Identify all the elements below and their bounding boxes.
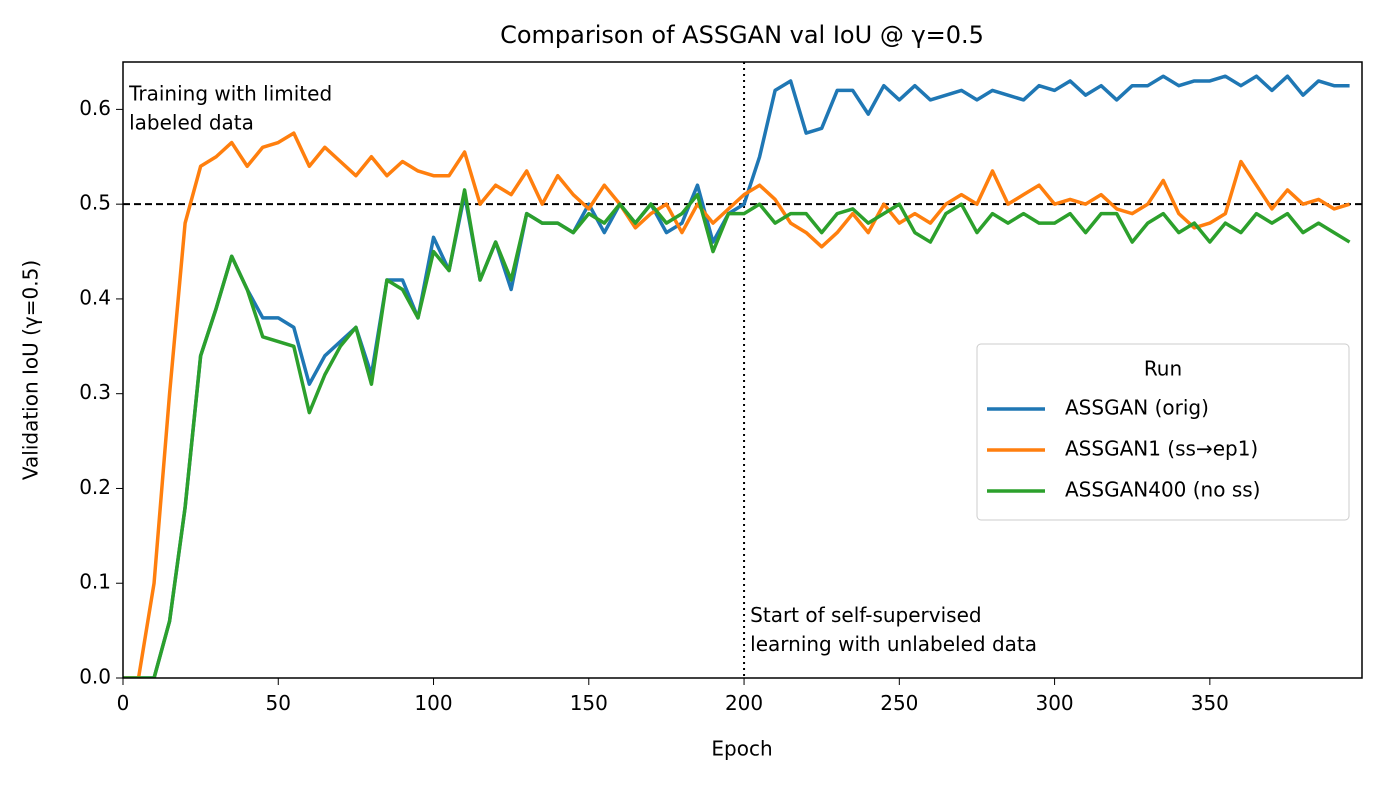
x-tick-label: 350 [1191, 691, 1229, 715]
x-tick-label: 300 [1035, 691, 1073, 715]
x-axis-label: Epoch [711, 737, 772, 761]
x-tick-label: 200 [725, 691, 763, 715]
y-tick-label: 0.6 [79, 96, 111, 120]
series-line [123, 188, 1351, 678]
annotation: Training with limited [128, 82, 332, 106]
annotation: learning with unlabeled data [750, 632, 1037, 656]
legend-title: Run [1144, 357, 1182, 381]
chart-title: Comparison of ASSGAN val IoU @ γ=0.5 [500, 21, 984, 49]
legend-box [976, 343, 1350, 521]
x-tick-label: 250 [880, 691, 918, 715]
legend-label: ASSGAN1 (ss→ep1) [1065, 437, 1258, 461]
y-tick-label: 0.3 [79, 380, 111, 404]
annotation: Start of self-supervised [750, 603, 981, 627]
legend-label: ASSGAN400 (no ss) [1065, 478, 1260, 502]
x-tick-label: 50 [266, 691, 291, 715]
y-tick-label: 0.1 [79, 570, 111, 594]
y-tick-label: 0.5 [79, 191, 111, 215]
x-tick-label: 100 [414, 691, 452, 715]
plot-frame [122, 61, 1363, 679]
y-tick-label: 0.2 [79, 475, 111, 499]
y-tick-label: 0.0 [79, 665, 111, 689]
x-tick-label: 0 [117, 691, 130, 715]
y-axis-label: Validation IoU (γ=0.5) [19, 260, 43, 480]
y-tick-label: 0.4 [79, 285, 111, 309]
annotation: labeled data [129, 111, 254, 135]
series-line [123, 74, 1350, 678]
legend-label: ASSGAN (orig) [1065, 396, 1209, 420]
x-tick-label: 150 [570, 691, 608, 715]
series-line [123, 131, 1351, 678]
